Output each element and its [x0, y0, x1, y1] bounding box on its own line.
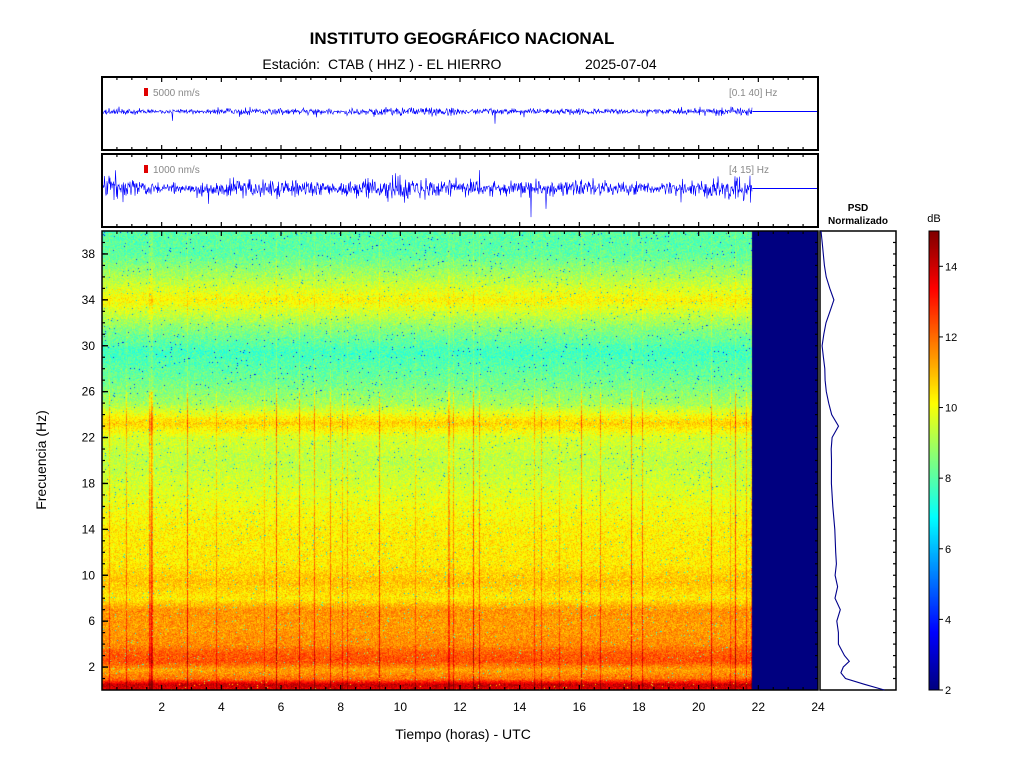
station-label: Estación: [262, 56, 320, 72]
scale-label-broadband: 5000 nm/s [153, 88, 200, 99]
colorbar: dB 2 4 6 8 10 12 14 [927, 213, 957, 697]
spectrogram-ticks [102, 231, 818, 690]
colorbar-gradient [929, 231, 939, 690]
y-tick-label: 38 [82, 247, 96, 261]
psd-frame [819, 230, 897, 691]
x-tick-label: 18 [632, 700, 646, 714]
y-tick-label: 14 [82, 522, 96, 536]
seismogram-panel-highpass: 1000 nm/s [4 15] Hz [101, 153, 819, 228]
colorbar-tick-label: 4 [945, 614, 951, 626]
filter-label-broadband: [0.1 40] Hz [729, 88, 777, 99]
x-tick-label: 24 [811, 700, 825, 714]
y-tick-label: 6 [88, 614, 95, 628]
y-tick-label: 2 [88, 660, 95, 674]
colorbar-tick-label: 2 [945, 685, 951, 697]
y-tick-label: 18 [82, 476, 96, 490]
date-label: 2025-07-04 [585, 56, 657, 72]
colorbar-gradient-container [929, 231, 939, 690]
colorbar-unit: dB [927, 213, 940, 225]
y-axis-label: Frecuencia (Hz) [33, 410, 49, 510]
x-tick-label: 12 [453, 700, 467, 714]
colorbar-ticks: 2 4 6 8 10 12 14 [939, 261, 957, 697]
colorbar-tick-label: 6 [945, 544, 951, 556]
scale-label-highpass: 1000 nm/s [153, 165, 200, 176]
y-tick-label: 22 [82, 431, 96, 445]
colorbar-tick-label: 8 [945, 473, 951, 485]
scale-marker-highpass [144, 165, 148, 173]
spectrogram-panel: 2 4 6 8 10 12 14 16 18 20 22 24 261014182226303438 … [33, 230, 825, 742]
x-tick-label: 22 [752, 700, 766, 714]
psd-curve [820, 230, 885, 691]
x-tick-label: 20 [692, 700, 706, 714]
y-tick-label: 34 [82, 293, 96, 307]
x-tick-label: 14 [513, 700, 527, 714]
x-tick-label: 6 [278, 700, 285, 714]
x-tick-labels: 2 4 6 8 10 12 14 16 18 20 22 24 [158, 700, 825, 714]
seismogram-ticks-highpass [116, 154, 804, 227]
colorbar-tick-label: 14 [945, 261, 957, 273]
seismogram-ticks-broadband [116, 77, 804, 150]
spectrogram-heatmap [102, 231, 818, 690]
psd-title-line2: Normalizado [828, 216, 888, 227]
seismogram-waveform [102, 106, 753, 124]
x-tick-label: 8 [337, 700, 344, 714]
seismogram-waveform [102, 170, 753, 218]
spectrogram-image-container [102, 231, 818, 690]
seismogram-trace-highpass [102, 170, 818, 218]
colorbar-frame [928, 230, 940, 691]
filter-label-highpass: [4 15] Hz [729, 165, 769, 176]
x-axis-label: Tiempo (horas) - UTC [395, 726, 531, 742]
figure-title: INSTITUTO GEOGRÁFICO NACIONAL [310, 29, 615, 48]
x-tick-label: 16 [573, 700, 587, 714]
psd-panel: PSD Normalizado [819, 203, 897, 691]
colorbar-tick-label: 12 [945, 332, 957, 344]
scale-marker-broadband [144, 88, 148, 96]
colorbar-tick-label: 10 [945, 403, 957, 415]
seismogram-panel-broadband: 5000 nm/s [0.1 40] Hz [101, 76, 819, 151]
y-tick-label: 26 [82, 385, 96, 399]
x-tick-label: 2 [158, 700, 165, 714]
seismogram-trace-broadband [102, 106, 818, 124]
x-tick-label: 10 [394, 700, 408, 714]
psd-ticks [893, 241, 896, 680]
y-tick-label: 30 [82, 339, 96, 353]
x-tick-label: 4 [218, 700, 225, 714]
psd-title-line1: PSD [848, 203, 869, 214]
station-name: CTAB ( HHZ ) - EL HIERRO [328, 56, 502, 72]
y-tick-label: 10 [82, 568, 96, 582]
